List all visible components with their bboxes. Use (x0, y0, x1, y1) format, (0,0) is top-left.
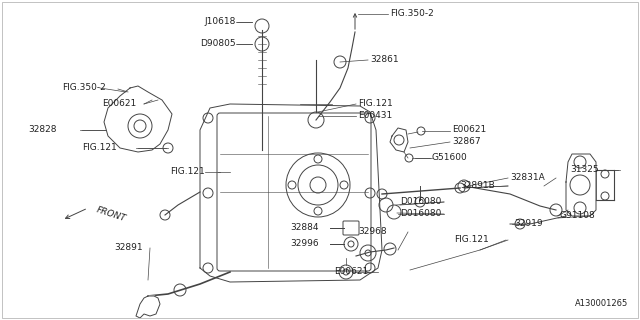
Text: FIG.350-2: FIG.350-2 (390, 10, 434, 19)
Text: 32996: 32996 (290, 239, 319, 249)
Text: FIG.121: FIG.121 (358, 100, 393, 108)
Text: E00621: E00621 (102, 100, 136, 108)
Text: E00431: E00431 (358, 111, 392, 121)
Text: FIG.350-2: FIG.350-2 (62, 84, 106, 92)
Text: G51600: G51600 (432, 154, 468, 163)
Text: G91108: G91108 (560, 212, 596, 220)
Text: 32861: 32861 (370, 55, 399, 65)
Text: 32831A: 32831A (510, 173, 545, 182)
Text: 32919: 32919 (514, 220, 543, 228)
Text: FRONT: FRONT (95, 205, 127, 223)
Polygon shape (104, 86, 172, 152)
Text: J10618: J10618 (205, 18, 236, 27)
Text: D016080: D016080 (400, 197, 442, 206)
Polygon shape (136, 296, 160, 318)
Text: 32867: 32867 (452, 138, 481, 147)
Polygon shape (390, 128, 408, 152)
Polygon shape (200, 104, 382, 282)
Text: FIG.121: FIG.121 (170, 167, 205, 177)
Text: D016080: D016080 (400, 210, 442, 219)
Text: 32891: 32891 (114, 244, 143, 252)
Text: FIG.121: FIG.121 (454, 236, 489, 244)
Text: 32968: 32968 (358, 228, 387, 236)
Text: E00621: E00621 (334, 268, 368, 276)
Text: D90805: D90805 (200, 39, 236, 49)
Polygon shape (566, 154, 596, 216)
Text: 32884: 32884 (290, 223, 319, 233)
Text: 31325: 31325 (570, 165, 598, 174)
Text: FIG.121: FIG.121 (82, 143, 116, 153)
Text: 32891B: 32891B (460, 181, 495, 190)
Text: 32828: 32828 (28, 125, 56, 134)
Text: E00621: E00621 (452, 125, 486, 134)
Text: A130001265: A130001265 (575, 300, 628, 308)
